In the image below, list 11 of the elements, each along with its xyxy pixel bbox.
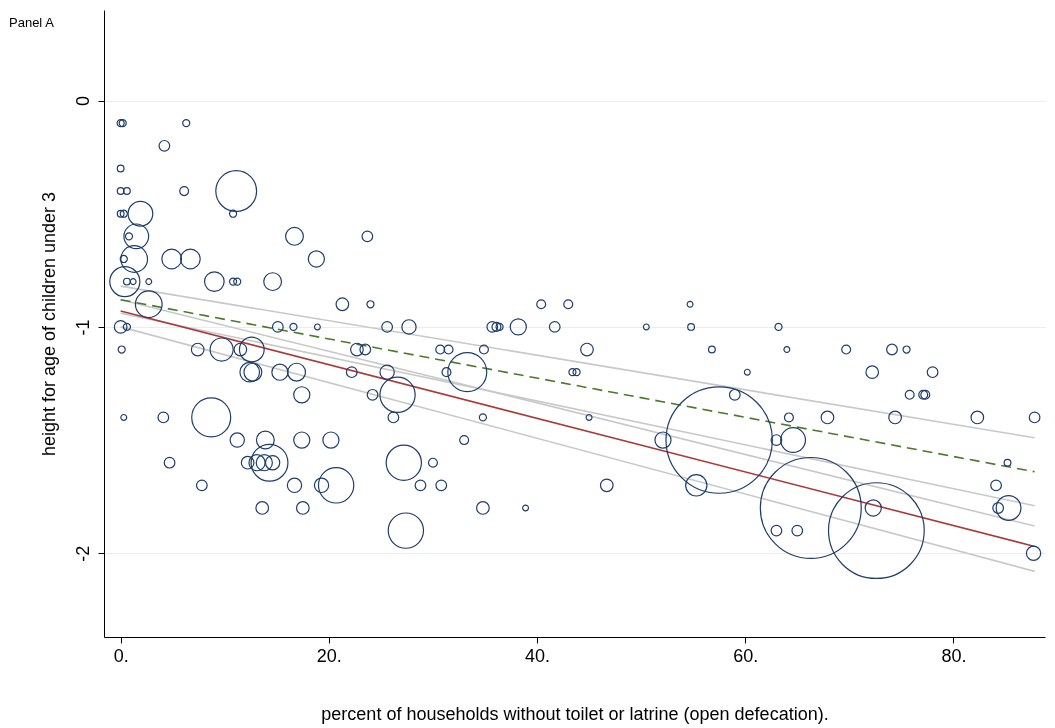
chart-title: Panel A bbox=[9, 15, 55, 30]
y-axis-title: height for age of children under 3 bbox=[38, 191, 59, 457]
x-tick-label: 20. bbox=[316, 645, 342, 666]
x-tick-label: 80. bbox=[941, 645, 967, 666]
x-tick-label: 60. bbox=[733, 645, 759, 666]
x-axis-title: percent of households without toilet or latrine (open defecation). bbox=[321, 703, 829, 724]
x-tick-label: 40. bbox=[525, 645, 551, 666]
y-tick-label: -2 bbox=[72, 545, 93, 562]
y-tick-label: -1 bbox=[72, 319, 93, 336]
x-tick-label: 0. bbox=[113, 645, 129, 666]
y-tick-label: 0 bbox=[72, 96, 93, 107]
